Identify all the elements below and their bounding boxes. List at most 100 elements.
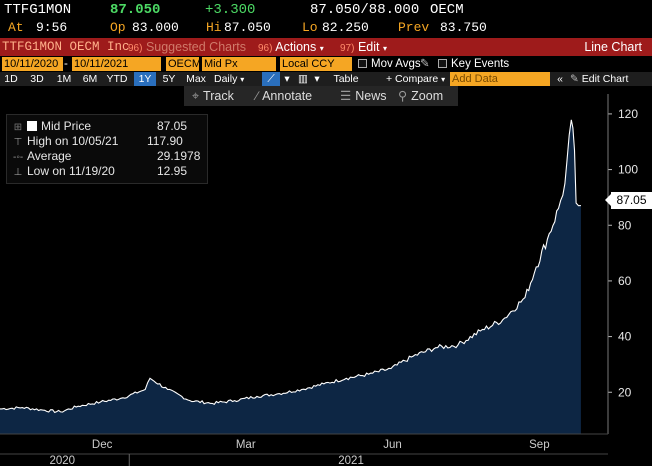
chart-legend[interactable]: ⊞ Mid Price 87.05 ⊤ High on 10/05/21 117.9… [6, 114, 208, 184]
edit-caret-icon: ▾ [382, 44, 387, 53]
actions-menu[interactable]: 96) Actions ▾ [258, 38, 324, 56]
price-change: +3.300 [205, 2, 256, 18]
line-chart-icon[interactable]: ⟋ [262, 72, 280, 86]
period-5y[interactable]: 5Y [162, 73, 176, 85]
average-marker-icon: -◦- [13, 152, 24, 163]
low-label: Lo [302, 20, 318, 35]
frequency-label: Daily [214, 73, 238, 85]
period-1y[interactable]: 1Y [134, 72, 156, 86]
start-date-field[interactable]: 10/11/2020 [2, 57, 63, 71]
actions-num: 96) [258, 43, 273, 54]
legend-mid-price: ⊞ Mid Price [13, 119, 91, 134]
bar-style-caret-icon[interactable]: ▾ [314, 73, 320, 85]
security-ticker: TTFG1MON [4, 2, 72, 18]
quote-header: TTFG1MON 87.050 +3.300 87.050/88.000 OEC… [0, 0, 652, 38]
period-3d[interactable]: 3D [30, 73, 44, 85]
legend-high-value: 117.90 [147, 134, 183, 148]
mov-avgs-label[interactable]: Mov Avgs [371, 58, 421, 70]
edit-menu[interactable]: 97) Edit ▾ [340, 38, 387, 56]
edit-chart-button[interactable]: ✎ Edit Chart [570, 72, 650, 86]
compare-button[interactable]: + Compare ▾ [386, 72, 446, 86]
magnifier-icon: ⚲ [398, 89, 408, 103]
pencil-icon[interactable]: ✎ [420, 58, 430, 70]
period-max[interactable]: Max [186, 73, 206, 85]
currency-selector[interactable]: Local CCY [280, 57, 352, 71]
track-label: Track [203, 89, 234, 103]
frequency-caret-icon: ▾ [240, 75, 245, 84]
news-button[interactable]: ☰ News [340, 86, 386, 106]
x-tick-label-dec: Dec [92, 439, 113, 451]
last-price-tag: 87.05 [605, 192, 652, 209]
chart-canvas[interactable]: 20 40 60 80 100 120 Dec Mar Jun Sep 2020 2021 [0, 86, 652, 466]
period-ytd[interactable]: YTD [106, 73, 128, 85]
annotate-icon: ∕ [256, 89, 259, 103]
legend-expand-icon: ⊞ [13, 122, 23, 133]
y-tick-label-100: 100 [618, 163, 638, 177]
suggested-charts-button[interactable]: 96) Suggested Charts [128, 38, 246, 56]
source-field[interactable]: OECM [166, 57, 199, 71]
high-price: 87.050 [224, 20, 271, 35]
prev-price: 83.750 [440, 20, 487, 35]
price-line [0, 119, 581, 414]
edit-chart-label: Edit Chart [581, 73, 629, 85]
collapse-icon[interactable]: « [557, 73, 563, 85]
legend-avg-value: 29.1978 [157, 149, 201, 163]
low-price: 82.250 [322, 20, 369, 35]
compare-caret-icon: ▾ [441, 75, 446, 84]
key-events-label[interactable]: Key Events [451, 58, 510, 70]
x-tick-label-jun: Jun [383, 439, 402, 451]
pricing-source: OECM [430, 2, 464, 18]
open-price: 83.000 [132, 20, 179, 35]
edit-chart-pencil-icon: ✎ [570, 73, 579, 85]
zoom-button[interactable]: ⚲ Zoom [398, 86, 443, 106]
legend-mid-label: Mid Price [41, 119, 92, 133]
period-6m[interactable]: 6M [82, 73, 98, 85]
annotate-label: Annotate [262, 89, 313, 103]
open-label: Op [110, 20, 126, 35]
compare-label: + Compare [386, 73, 439, 85]
frequency-dropdown[interactable]: Daily ▾ [214, 72, 258, 86]
legend-low-label: Low on 11/19/20 [27, 164, 115, 178]
function-title-bar: TTFG1MON OECM Inc 96) Suggested Charts 9… [0, 38, 652, 56]
title-security[interactable]: TTFG1MON OECM Inc [2, 40, 130, 54]
price-area [0, 119, 581, 435]
period-bar: 1D 3D 1M 6M YTD 1Y 5Y Max Daily ▾ ⟋ ▾ ▥ … [0, 72, 652, 86]
x-tick-label-sep: Sep [529, 439, 549, 451]
bar-style-icon[interactable]: ▥ [298, 73, 308, 85]
zoom-label: Zoom [411, 89, 444, 103]
price-chart[interactable]: 20 40 60 80 100 120 Dec Mar Jun Sep 2020 2021 [0, 86, 652, 466]
chart-type-title: Line Chart [584, 40, 642, 54]
legend-low-value: 12.95 [157, 164, 188, 178]
end-date-field[interactable]: 10/11/2021 [72, 57, 161, 71]
low-marker-icon: ⊥ [13, 167, 23, 178]
y-tick-label-40: 40 [618, 330, 632, 344]
legend-mid-value: 87.05 [157, 119, 188, 133]
add-data-input[interactable]: Add Data [450, 72, 550, 86]
legend-high-label: High on 10/05/21 [27, 134, 119, 148]
quote-time: 9:56 [36, 20, 68, 35]
time-label: At [8, 20, 24, 35]
legend-swatch [27, 121, 37, 131]
mov-avgs-checkbox[interactable] [358, 59, 367, 68]
annotate-button[interactable]: ∕ Annotate [256, 86, 312, 106]
table-button[interactable]: Table [333, 73, 359, 85]
legend-average: -◦- Average [13, 149, 71, 164]
y-tick-label-20: 20 [618, 385, 632, 399]
last-price: 87.050 [110, 2, 161, 18]
edit-num: 97) [340, 43, 355, 54]
edit-label: Edit [357, 40, 380, 54]
period-1d[interactable]: 1D [4, 73, 18, 85]
legend-avg-label: Average [27, 149, 72, 163]
actions-label: Actions [275, 40, 317, 54]
period-1m[interactable]: 1M [56, 73, 72, 85]
year-label-2020: 2020 [49, 455, 75, 466]
track-button[interactable]: ⌖ Track [192, 86, 234, 106]
field-selector[interactable]: Mid Px [202, 57, 276, 71]
high-label: Hi [206, 20, 222, 35]
key-events-checkbox[interactable] [438, 59, 447, 68]
suggested-num: 96) [128, 43, 143, 54]
prev-label: Prev [398, 20, 430, 35]
actions-caret-icon: ▾ [319, 44, 324, 53]
chart-style-caret-icon[interactable]: ▾ [284, 73, 290, 85]
news-icon: ☰ [340, 89, 352, 103]
